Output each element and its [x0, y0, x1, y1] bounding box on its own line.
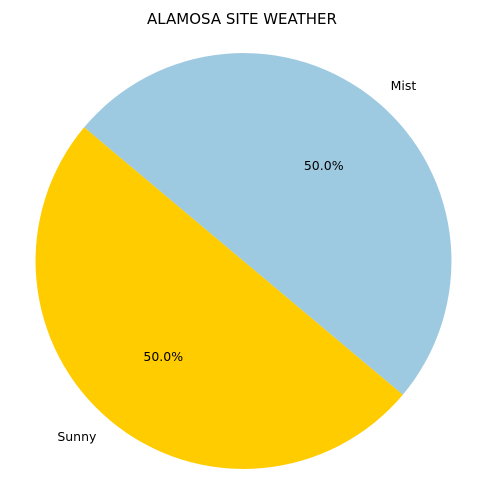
slice-percent-mist: 50.0% — [304, 158, 344, 173]
pie-slice-mist — [84, 53, 452, 395]
slice-label-mist: Mist — [391, 78, 417, 93]
chart-title: ALAMOSA SITE WEATHER — [147, 10, 337, 28]
pie-labels: Sunny 50.0% Mist 50.0% — [57, 78, 416, 444]
slice-percent-sunny: 50.0% — [143, 349, 183, 364]
pie-slice-sunny — [35, 127, 403, 469]
pie-slices — [35, 53, 452, 469]
slice-label-sunny: Sunny — [57, 429, 97, 444]
